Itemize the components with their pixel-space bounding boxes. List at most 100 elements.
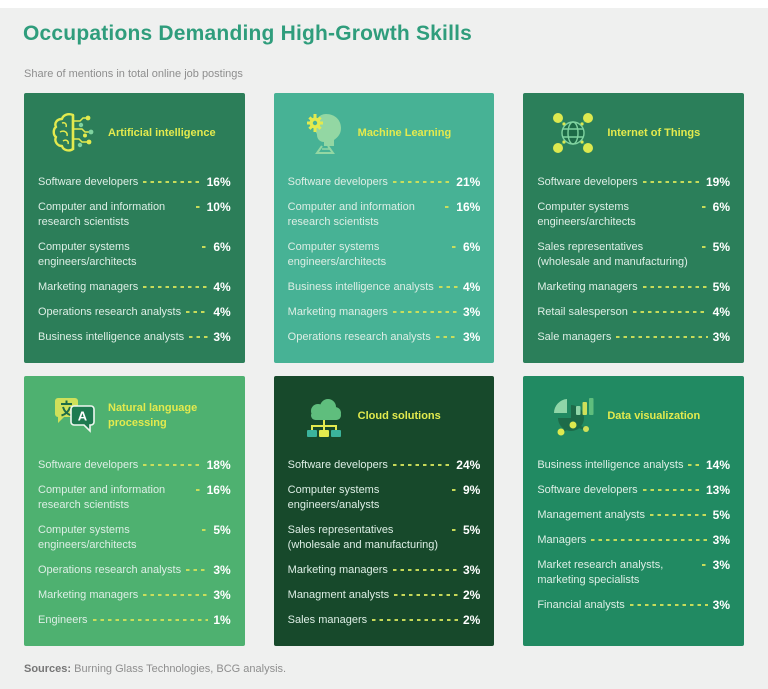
leader-dashes xyxy=(195,489,202,491)
occupation-value: 21% xyxy=(456,175,481,189)
occupation-label: Software developers xyxy=(537,484,638,496)
occupation-value: 3% xyxy=(712,330,730,344)
occupation-row: Business intelligence analysts 3% xyxy=(38,330,231,345)
occupation-value: 1% xyxy=(213,613,231,627)
occupation-value: 2% xyxy=(462,613,481,627)
leader-dashes xyxy=(186,311,209,313)
occupation-row: Software developers 16% xyxy=(38,175,231,190)
card-title: Data visualization xyxy=(607,409,701,422)
occupation-row: Business intelligence analysts 4% xyxy=(288,280,481,295)
occupation-value: 6% xyxy=(462,240,481,254)
skill-card-artificial-intelligence: Artificial intelligence Software develop… xyxy=(24,93,245,363)
card-title: Machine Learning xyxy=(357,126,452,139)
card-header: Cloud solutions xyxy=(288,390,481,442)
card-title: Artificial intelligence xyxy=(108,126,216,139)
card-header: A Natural language processing xyxy=(38,390,231,442)
top-strip xyxy=(0,0,768,8)
globe-network-icon xyxy=(549,109,597,157)
leader-dashes xyxy=(202,246,209,248)
occupation-label: Computer and information research scient… xyxy=(38,484,166,511)
occupation-row: Computer systems engineers/architects 6% xyxy=(537,200,730,230)
occupation-label: Managment analysts xyxy=(287,589,390,601)
occupation-row: Retail salesperson 4% xyxy=(537,305,730,320)
occupation-value: 16% xyxy=(456,200,481,214)
occupation-row: Computer and information research scient… xyxy=(38,200,231,230)
leader-dashes xyxy=(701,206,708,208)
occupation-value: 16% xyxy=(206,483,231,497)
occupation-label: Software developers xyxy=(287,459,388,471)
occupation-label: Computer systems engineers/analysts xyxy=(287,484,380,511)
occupation-row: Marketing managers 4% xyxy=(38,280,231,295)
occupation-row: Marketing managers 3% xyxy=(288,305,481,320)
occupation-value: 6% xyxy=(213,240,231,254)
occupation-row: Financial analysts 3% xyxy=(537,598,730,613)
leader-dashes xyxy=(92,619,209,621)
occupation-label: Marketing managers xyxy=(287,306,388,318)
leader-dashes xyxy=(202,529,209,531)
occupation-label: Computer systems engineers/architects xyxy=(537,201,636,228)
occupation-row: Operations research analysts 3% xyxy=(288,330,481,345)
occupation-label: Sales managers xyxy=(287,614,368,626)
brain-circuit-icon xyxy=(50,109,98,157)
occupation-label: Managers xyxy=(537,534,587,546)
occupation-value: 5% xyxy=(712,240,730,254)
occupation-label: Management analysts xyxy=(537,509,645,521)
page-title: Occupations Demanding High-Growth Skills xyxy=(23,22,473,45)
occupation-list: Software developers 21% Computer and infor… xyxy=(288,175,481,345)
occupation-row: Sales representatives (wholesale and man… xyxy=(288,523,481,553)
skill-card-machine-learning: Machine Learning Software developers 21% C… xyxy=(273,93,495,363)
occupation-row: Computer systems engineers/analysts 9% xyxy=(288,483,481,513)
occupation-row: Software developers 24% xyxy=(288,458,481,473)
occupation-value: 9% xyxy=(462,483,481,497)
occupation-label: Business intelligence analysts xyxy=(537,459,684,471)
leader-dashes xyxy=(435,336,458,338)
occupation-label: Sales representatives (wholesale and man… xyxy=(287,524,439,551)
occupation-row: Computer and information research scient… xyxy=(38,483,231,513)
occupation-value: 18% xyxy=(206,458,231,472)
leader-dashes xyxy=(392,311,458,313)
leader-dashes xyxy=(372,619,458,621)
occupation-list: Software developers 16% Computer and infor… xyxy=(38,175,231,345)
leader-dashes xyxy=(688,464,701,466)
occupation-value: 3% xyxy=(213,588,231,602)
occupation-value: 4% xyxy=(712,305,730,319)
leader-dashes xyxy=(642,181,701,183)
occupation-row: Computer systems engineers/architects 5% xyxy=(38,523,231,553)
occupation-value: 3% xyxy=(462,305,481,319)
skill-card-cloud-solutions: Cloud solutions Software developers 24% Co… xyxy=(273,376,495,646)
cloud-network-icon xyxy=(300,392,348,440)
occupation-value: 2% xyxy=(462,588,481,602)
occupation-value: 4% xyxy=(213,305,231,319)
leader-dashes xyxy=(392,464,452,466)
occupation-label: Operations research analysts xyxy=(287,331,431,343)
sources: Sources: Burning Glass Technologies, BCG… xyxy=(24,663,768,675)
occupation-label: Software developers xyxy=(537,176,638,188)
occupation-row: Sales representatives (wholesale and man… xyxy=(537,240,730,270)
occupation-value: 5% xyxy=(213,523,231,537)
occupation-label: Computer systems engineers/architects xyxy=(38,524,137,551)
page-subtitle: Share of mentions in total online job po… xyxy=(24,68,243,80)
occupation-list: Software developers 19% Computer systems e… xyxy=(537,175,730,345)
head-gear-icon xyxy=(300,109,348,157)
occupation-row: Managment analysts 2% xyxy=(288,588,481,603)
leader-dashes xyxy=(392,181,452,183)
occupation-row: Operations research analysts 3% xyxy=(38,563,231,578)
occupation-row: Software developers 21% xyxy=(288,175,481,190)
card-header: Artificial intelligence xyxy=(38,107,231,159)
occupation-label: Marketing managers xyxy=(537,281,638,293)
occupation-row: Computer and information research scient… xyxy=(288,200,481,230)
occupation-label: Computer systems engineers/architects xyxy=(38,241,137,268)
occupation-value: 10% xyxy=(206,200,231,214)
occupation-label: Software developers xyxy=(287,176,388,188)
occupation-label: Sale managers xyxy=(537,331,612,343)
occupation-label: Retail salesperson xyxy=(537,306,628,318)
occupation-label: Operations research analysts xyxy=(38,306,182,318)
card-header: Internet of Things xyxy=(537,107,730,159)
occupation-value: 3% xyxy=(462,563,481,577)
occupation-label: Marketing managers xyxy=(287,564,388,576)
card-title: Internet of Things xyxy=(607,126,701,139)
occupation-label: Computer systems engineers/architects xyxy=(287,241,387,268)
leader-dashes xyxy=(451,246,458,248)
leader-dashes xyxy=(591,539,708,541)
